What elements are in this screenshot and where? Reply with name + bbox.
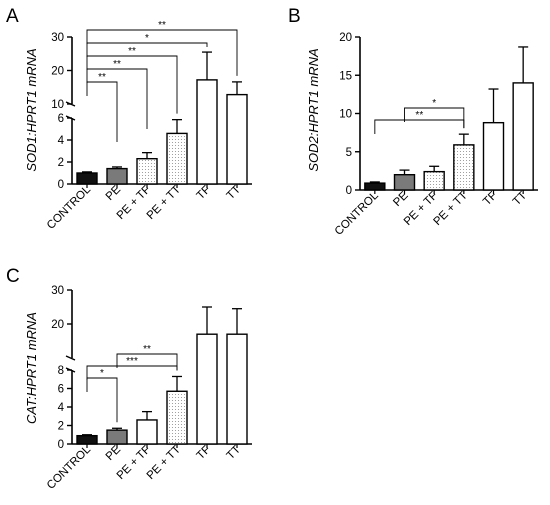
y-tick-label: 0 [58,179,64,191]
y-tick-label: 30 [51,32,64,44]
significance-label: * [432,98,436,109]
y-tick-label: 20 [51,66,64,78]
y-tick-label: 8 [58,365,64,377]
bar-control [364,182,386,191]
y-tick-label: 2 [58,421,64,433]
significance-bracket [116,353,178,371]
x-tick-label-pe: PE [104,443,124,463]
bar-tt [512,82,534,191]
bar-pe-tt [166,390,188,445]
significance-bracket [374,119,465,134]
bar-control [76,434,98,445]
significance-label: * [100,368,104,379]
y-tick-label: 5 [346,147,352,159]
y-tick-label: 0 [58,439,64,451]
x-tick-label-control: CONTROL [333,189,382,238]
y-tick-label: 4 [58,402,65,414]
significance-bracket [86,81,118,142]
bar-pe [393,173,416,191]
y-axis-label: CAT:HPRT1 mRNA [24,312,39,424]
significance-bracket [86,42,208,57]
axis-break-mark [65,115,76,121]
x-tick-label-pe: PE [391,189,411,209]
bar-pe-tf [136,419,158,445]
significance-label: ** [113,59,121,70]
y-tick-label: 6 [58,113,64,125]
x-tick-label-pe-tt: PE + TT [145,444,183,482]
x-tick-label-pe: PE [104,183,124,203]
panel-label-a: A [6,6,19,27]
significance-label: ** [143,344,151,355]
significance-label: *** [126,356,138,367]
y-tick-label: 4 [58,135,65,147]
bar-pe [106,429,128,445]
axis-break-mark [65,367,76,373]
significance-bracket [86,377,118,423]
y-tick-label: 10 [51,99,64,111]
panel-a-chart: 0 2 4 6 10 20 30 SOD1:HPRT1 mRNA CONTROL PE PE + T… [24,20,252,232]
bar-tt [226,333,248,445]
x-tick-label-tf: TF [195,444,213,462]
x-tick-label-pe-tt: PE + TT [145,184,183,222]
significance-bracket [86,68,148,129]
bar-tf [196,333,218,445]
significance-label: ** [98,72,106,83]
x-tick-label-tt: TT [225,444,243,462]
significance-label: ** [128,46,136,57]
bar-control [76,172,98,185]
bar-tt [226,93,248,185]
y-axis-label: SOD1:HPRT1 mRNA [24,48,39,171]
y-tick-label: 20 [339,32,352,44]
bar-tf [196,79,218,185]
significance-bracket [86,55,178,114]
bar-pe-tf [136,157,158,185]
significance-bracket [404,107,465,129]
y-axis-label: SOD2:HPRT1 mRNA [306,48,321,171]
x-tick-label-tt: TT [511,190,529,208]
x-tick-label-control: CONTROL [45,183,94,232]
significance-label: ** [415,110,423,121]
significance-label: * [145,33,149,44]
y-tick-label: 20 [51,319,64,331]
significance-bracket [86,29,238,76]
bar-pe-tf [423,170,445,191]
panel-label-c: C [6,266,20,287]
y-tick-label: 15 [339,70,352,82]
bar-pe-tt [453,144,475,191]
bar-tf [482,121,505,191]
x-tick-label-tf: TF [195,184,213,202]
axis-break-mark [65,355,76,361]
bar-pe [106,167,128,185]
significance-bracket [86,365,178,380]
y-tick-label: 6 [58,384,64,396]
x-tick-label-tf: TF [481,190,499,208]
y-tick-label: 0 [346,185,352,197]
significance-label: ** [158,20,166,31]
x-tick-label-tt: TT [225,184,243,202]
bar-pe-tt [166,132,188,185]
y-tick-label: 30 [51,285,64,297]
axis-break-mark [65,101,76,107]
x-tick-label-control: CONTROL [45,443,94,492]
panel-label-b: B [288,6,301,27]
y-tick-label: 2 [58,157,64,169]
y-tick-label: 10 [339,109,352,121]
